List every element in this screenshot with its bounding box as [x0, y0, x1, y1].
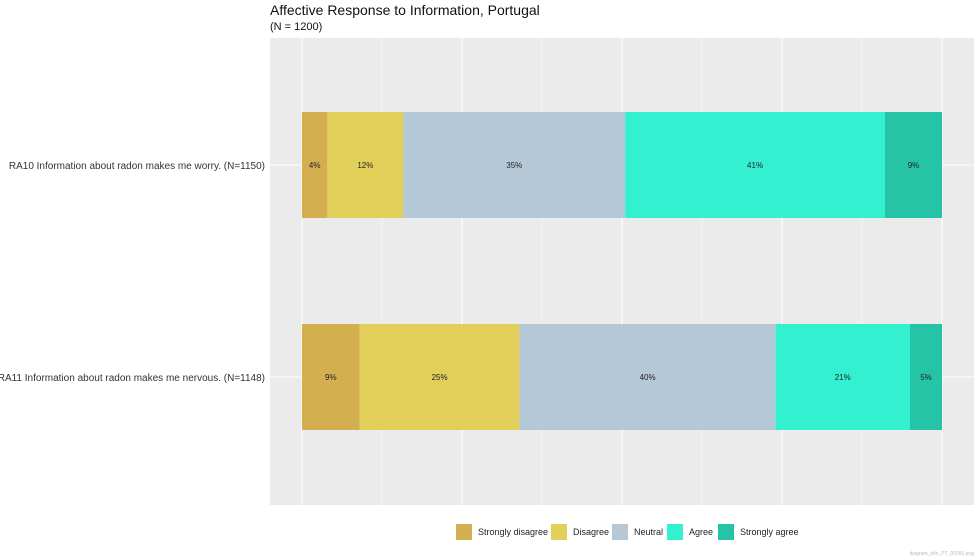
chart-subtitle: (N = 1200) [270, 21, 323, 33]
y-tick-label: RA11 Information about radon makes me ne… [0, 373, 265, 384]
chart-legend: Strongly disagree Disagree Neutral Agree Str… [0, 523, 980, 543]
legend-item: Neutral [612, 523, 663, 541]
legend-label: Strongly disagree [478, 527, 549, 537]
legend-label: Strongly agree [740, 527, 799, 537]
bar-segment-strongly-disagree [302, 112, 328, 218]
data-label: 4% [309, 161, 321, 170]
bar-segment-disagree [327, 112, 404, 218]
bar-segment-disagree [359, 324, 520, 430]
bar-segment-agree [625, 112, 885, 218]
legend-label: Neutral [634, 527, 664, 537]
legend-key [456, 524, 472, 540]
data-label: 35% [506, 161, 522, 170]
data-label: 41% [747, 161, 763, 170]
legend-key [612, 524, 628, 540]
data-label: 12% [357, 161, 373, 170]
legend-item: Strongly disagree [456, 523, 548, 541]
bar-segment-strongly-disagree [302, 324, 360, 430]
legend-label: Disagree [573, 527, 610, 537]
legend-item: Strongly agree [718, 523, 799, 541]
bar-segment-strongly-agree [910, 324, 942, 430]
bar-segment-neutral [403, 112, 626, 218]
chart-title: Affective Response to Information, Portu… [270, 2, 540, 18]
watermark: diagram_info_PT_00050.png [909, 551, 975, 557]
bar-segment-strongly-agree [884, 112, 942, 218]
data-label: 40% [640, 373, 656, 382]
legend-key [718, 524, 734, 540]
data-label: 25% [432, 373, 448, 382]
data-label: 9% [325, 373, 337, 382]
legend-item: Disagree [551, 523, 609, 541]
data-label: 5% [920, 373, 932, 382]
legend-key [551, 524, 567, 540]
legend-item: Agree [667, 523, 713, 541]
y-tick-label: RA10 Information about radon makes me wo… [9, 161, 265, 172]
legend-key [667, 524, 683, 540]
bar-segment-neutral [519, 324, 776, 430]
legend-label: Agree [689, 527, 714, 537]
stacked-bar-chart: 4% 12% 35% 41% 9% RA10 Information about rado… [0, 38, 974, 505]
data-label: 21% [835, 373, 851, 382]
bar-segment-agree [775, 324, 910, 430]
data-label: 9% [908, 161, 920, 170]
